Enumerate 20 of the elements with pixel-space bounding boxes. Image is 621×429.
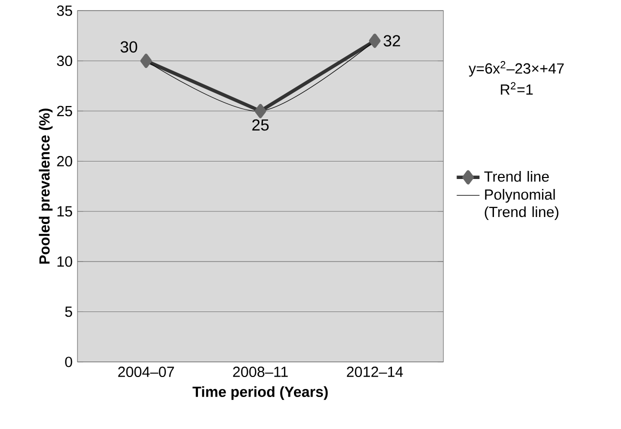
y-tick-label: 5 [65, 306, 72, 318]
y-tick-label: 35 [56, 6, 72, 16]
x-tick-label: 2004–07 [118, 366, 174, 378]
y-tick-label: 30 [56, 56, 72, 66]
y-tick-label: 15 [58, 206, 72, 217]
data-label: 25 [252, 119, 269, 131]
text: y=6x$^{2}$–23×+47 [468, 61, 564, 77]
y-axis-title: Pooled prevalence (%) [38, 108, 53, 264]
data-label: 30 [120, 41, 138, 53]
x-axis-title: Time period (Years) [192, 386, 328, 400]
x-tick-label: 2012–14 [346, 366, 403, 378]
y-tick-label: 20 [57, 156, 72, 167]
y-tick-label: 10 [58, 256, 72, 267]
x-tick-label: 2008–11 [233, 366, 288, 378]
legend-label: Polynomial (Trend line) [484, 189, 558, 220]
text: R$^{2}$=1 [500, 82, 533, 95]
data-label: 32 [384, 35, 400, 47]
y-tick-label: 25 [57, 106, 72, 116]
legend-label: Trend line [484, 171, 549, 182]
y-tick-label: 0 [65, 356, 72, 368]
